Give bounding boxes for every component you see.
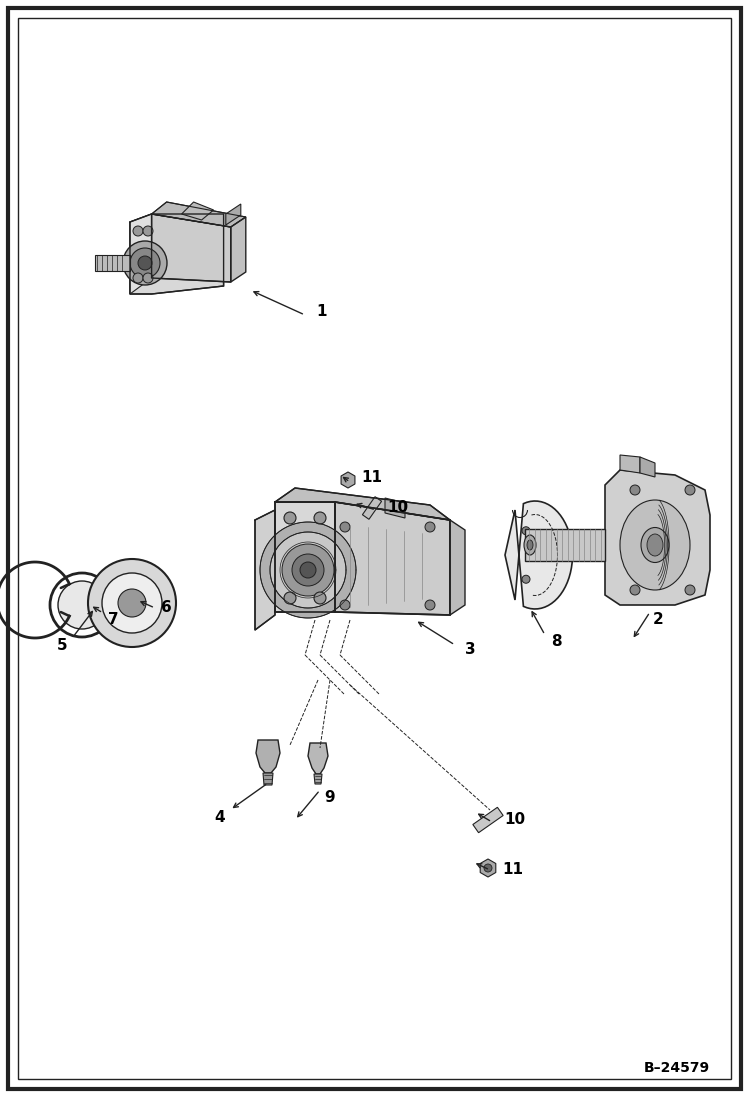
Ellipse shape <box>641 528 669 563</box>
Polygon shape <box>151 214 231 282</box>
Text: 11: 11 <box>362 471 383 486</box>
Polygon shape <box>181 202 213 220</box>
Polygon shape <box>151 202 246 227</box>
Polygon shape <box>275 488 450 520</box>
Circle shape <box>522 575 530 584</box>
Circle shape <box>314 592 326 604</box>
Ellipse shape <box>524 535 536 555</box>
Text: 6: 6 <box>160 600 172 615</box>
Polygon shape <box>640 457 655 477</box>
Polygon shape <box>275 502 335 612</box>
Polygon shape <box>256 740 280 773</box>
Circle shape <box>88 559 176 647</box>
Polygon shape <box>620 455 640 473</box>
Circle shape <box>685 585 695 595</box>
Circle shape <box>425 522 435 532</box>
Polygon shape <box>130 214 224 294</box>
Text: 8: 8 <box>551 634 561 649</box>
Text: 11: 11 <box>503 862 524 878</box>
Circle shape <box>133 273 143 283</box>
Circle shape <box>118 589 146 617</box>
Polygon shape <box>95 255 130 271</box>
Polygon shape <box>525 529 605 561</box>
Text: 2: 2 <box>652 612 664 627</box>
Circle shape <box>102 573 162 633</box>
Polygon shape <box>363 497 381 519</box>
Text: 5: 5 <box>57 637 67 653</box>
Polygon shape <box>225 204 240 225</box>
Text: 10: 10 <box>504 813 526 827</box>
Polygon shape <box>314 774 322 784</box>
Circle shape <box>630 585 640 595</box>
Polygon shape <box>335 502 450 615</box>
Ellipse shape <box>260 522 356 618</box>
Text: 10: 10 <box>387 500 408 516</box>
Text: 3: 3 <box>464 643 476 657</box>
Polygon shape <box>480 859 496 877</box>
Polygon shape <box>605 470 710 606</box>
Circle shape <box>284 592 296 604</box>
Text: B–24579: B–24579 <box>644 1061 710 1075</box>
Text: 7: 7 <box>108 612 118 627</box>
Circle shape <box>133 226 143 236</box>
Circle shape <box>58 581 106 629</box>
Polygon shape <box>341 472 355 488</box>
Polygon shape <box>505 501 572 609</box>
Ellipse shape <box>130 248 160 278</box>
Text: 9: 9 <box>324 791 336 805</box>
Polygon shape <box>263 773 273 785</box>
Ellipse shape <box>123 241 167 285</box>
Polygon shape <box>308 743 328 774</box>
Polygon shape <box>385 498 405 518</box>
Ellipse shape <box>270 532 346 608</box>
Text: 4: 4 <box>215 811 225 826</box>
Polygon shape <box>231 217 246 282</box>
Circle shape <box>143 226 153 236</box>
Circle shape <box>143 273 153 283</box>
Polygon shape <box>130 214 151 294</box>
Circle shape <box>630 485 640 495</box>
Ellipse shape <box>620 500 690 590</box>
Polygon shape <box>450 520 465 615</box>
Ellipse shape <box>282 544 334 596</box>
Circle shape <box>685 485 695 495</box>
Circle shape <box>549 551 557 559</box>
Circle shape <box>522 527 530 534</box>
Polygon shape <box>473 807 503 833</box>
Ellipse shape <box>292 554 324 586</box>
Ellipse shape <box>527 540 533 550</box>
Ellipse shape <box>300 562 316 578</box>
Circle shape <box>340 522 350 532</box>
Ellipse shape <box>647 534 663 556</box>
Circle shape <box>425 600 435 610</box>
Circle shape <box>284 512 296 524</box>
Circle shape <box>484 864 492 872</box>
Polygon shape <box>255 510 275 630</box>
Ellipse shape <box>138 256 152 270</box>
Circle shape <box>340 600 350 610</box>
Circle shape <box>314 512 326 524</box>
Text: 1: 1 <box>317 305 327 319</box>
